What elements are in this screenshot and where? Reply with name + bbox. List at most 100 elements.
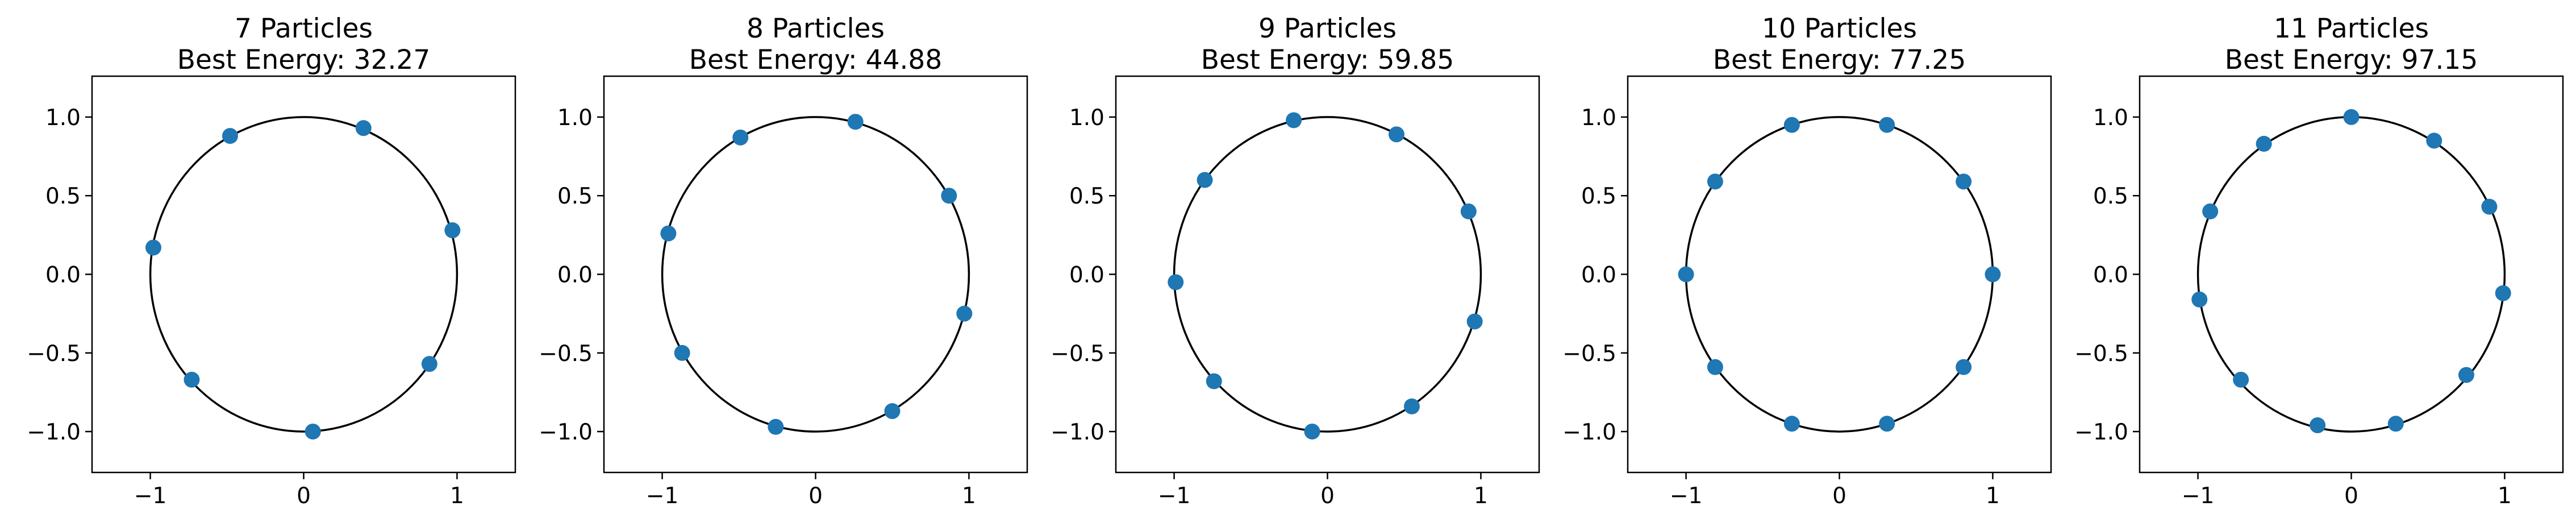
unit-circle: [1173, 116, 1482, 433]
y-tick-label: −0.5: [27, 341, 81, 367]
particle-point: [1466, 313, 1483, 330]
particle-point: [2458, 367, 2474, 383]
panel-subtitle: Best Energy: 32.27: [177, 44, 430, 76]
particle-point: [1879, 416, 1895, 432]
y-tick-label: 0.5: [2093, 184, 2128, 209]
particle-point: [305, 424, 321, 440]
particle-point: [2481, 198, 2498, 215]
y-tick-label: 1.0: [1581, 105, 1616, 131]
particle-point: [1286, 112, 1302, 128]
particle-point: [768, 418, 784, 435]
y-tick-label: −1.0: [1562, 420, 1616, 445]
x-tick-label: 1: [962, 483, 976, 509]
particle-point: [2310, 417, 2326, 434]
particle-point: [1956, 173, 1972, 190]
particle-point: [2191, 291, 2208, 308]
x-tick-label: 1: [1986, 483, 2000, 509]
axes-frame: [91, 75, 516, 474]
x-tick-label: 0: [1832, 483, 1846, 509]
y-tick-label: 0.5: [1581, 184, 1616, 209]
panel-subtitle: Best Energy: 97.15: [2225, 44, 2478, 76]
particle-point: [355, 120, 372, 136]
y-tick-label: 0.0: [1581, 263, 1616, 288]
panel-subtitle: Best Energy: 77.25: [1713, 44, 1966, 76]
y-tick-label: 0.0: [45, 263, 81, 288]
x-tick-label: 0: [1320, 483, 1335, 509]
particle-point: [1388, 126, 1404, 143]
particle-point: [1304, 424, 1320, 440]
x-tick-label: 1: [1474, 483, 1488, 509]
y-tick-label: 0.5: [45, 184, 81, 209]
y-tick-label: 1.0: [1069, 105, 1104, 131]
panel-title: 9 Particles: [1258, 13, 1397, 44]
particle-point: [421, 356, 437, 372]
y-tick-label: −0.5: [1051, 341, 1104, 367]
panel-subtitle: Best Energy: 44.88: [689, 44, 942, 76]
particle-point: [2426, 132, 2442, 149]
y-tick-label: −0.5: [2074, 341, 2128, 367]
x-tick-label: −1: [1670, 483, 1703, 509]
particle-point: [1206, 373, 1222, 389]
y-tick-label: −1.0: [1051, 420, 1104, 445]
x-tick-label: −1: [134, 483, 167, 509]
particle-point: [1403, 398, 1420, 414]
panel-title: 8 Particles: [747, 13, 885, 44]
x-tick-label: 1: [450, 483, 464, 509]
particle-point: [1783, 117, 1800, 133]
y-tick-label: 0.5: [1069, 184, 1104, 209]
particle-point: [674, 345, 690, 361]
y-tick-label: 0.5: [557, 184, 593, 209]
particle-point: [145, 239, 161, 256]
unit-circle: [1685, 116, 1994, 433]
particle-point: [1707, 359, 1723, 375]
particle-point: [884, 403, 901, 420]
panel-title: 11 Particles: [2274, 13, 2429, 44]
y-tick-label: −1.0: [2074, 420, 2128, 445]
particle-point: [1707, 173, 1723, 190]
particle-point: [847, 114, 864, 130]
x-tick-label: −1: [2182, 483, 2215, 509]
y-tick-label: 1.0: [557, 105, 593, 131]
particle-point: [1678, 266, 1694, 283]
particle-point: [444, 222, 461, 239]
y-tick-label: −1.0: [539, 420, 593, 445]
y-tick-label: −0.5: [539, 341, 593, 367]
particle-point: [660, 225, 677, 242]
particle-point: [1879, 117, 1895, 133]
panel-title: 10 Particles: [1762, 13, 1917, 44]
particle-point: [1956, 359, 1972, 375]
particle-point: [1783, 416, 1800, 432]
particle-point: [1168, 274, 1184, 291]
axes-frame: [1115, 75, 1540, 474]
y-tick-label: 0.0: [2093, 263, 2128, 288]
x-tick-label: 0: [297, 483, 311, 509]
panel-subtitle: Best Energy: 59.85: [1201, 44, 1454, 76]
y-tick-label: 1.0: [45, 105, 81, 131]
y-tick-label: 0.0: [557, 263, 593, 288]
x-tick-label: −1: [646, 483, 679, 509]
y-tick-label: −0.5: [1562, 341, 1616, 367]
axes-frame: [603, 75, 1028, 474]
x-tick-label: 1: [2498, 483, 2512, 509]
particle-point: [2233, 371, 2249, 388]
particle-point: [2343, 109, 2360, 125]
panel-title: 7 Particles: [235, 13, 373, 44]
particle-point: [2387, 416, 2404, 432]
particle-point: [222, 128, 238, 144]
particle-point: [956, 305, 973, 322]
x-tick-label: 0: [808, 483, 823, 509]
particle-point: [2256, 135, 2272, 152]
unit-circle: [149, 116, 458, 433]
particle-point: [2202, 203, 2219, 219]
y-tick-label: 0.0: [1069, 263, 1104, 288]
particle-point: [1460, 203, 1477, 219]
x-tick-label: −1: [1158, 483, 1191, 509]
particle-point: [941, 188, 957, 204]
particle-point: [184, 371, 200, 388]
